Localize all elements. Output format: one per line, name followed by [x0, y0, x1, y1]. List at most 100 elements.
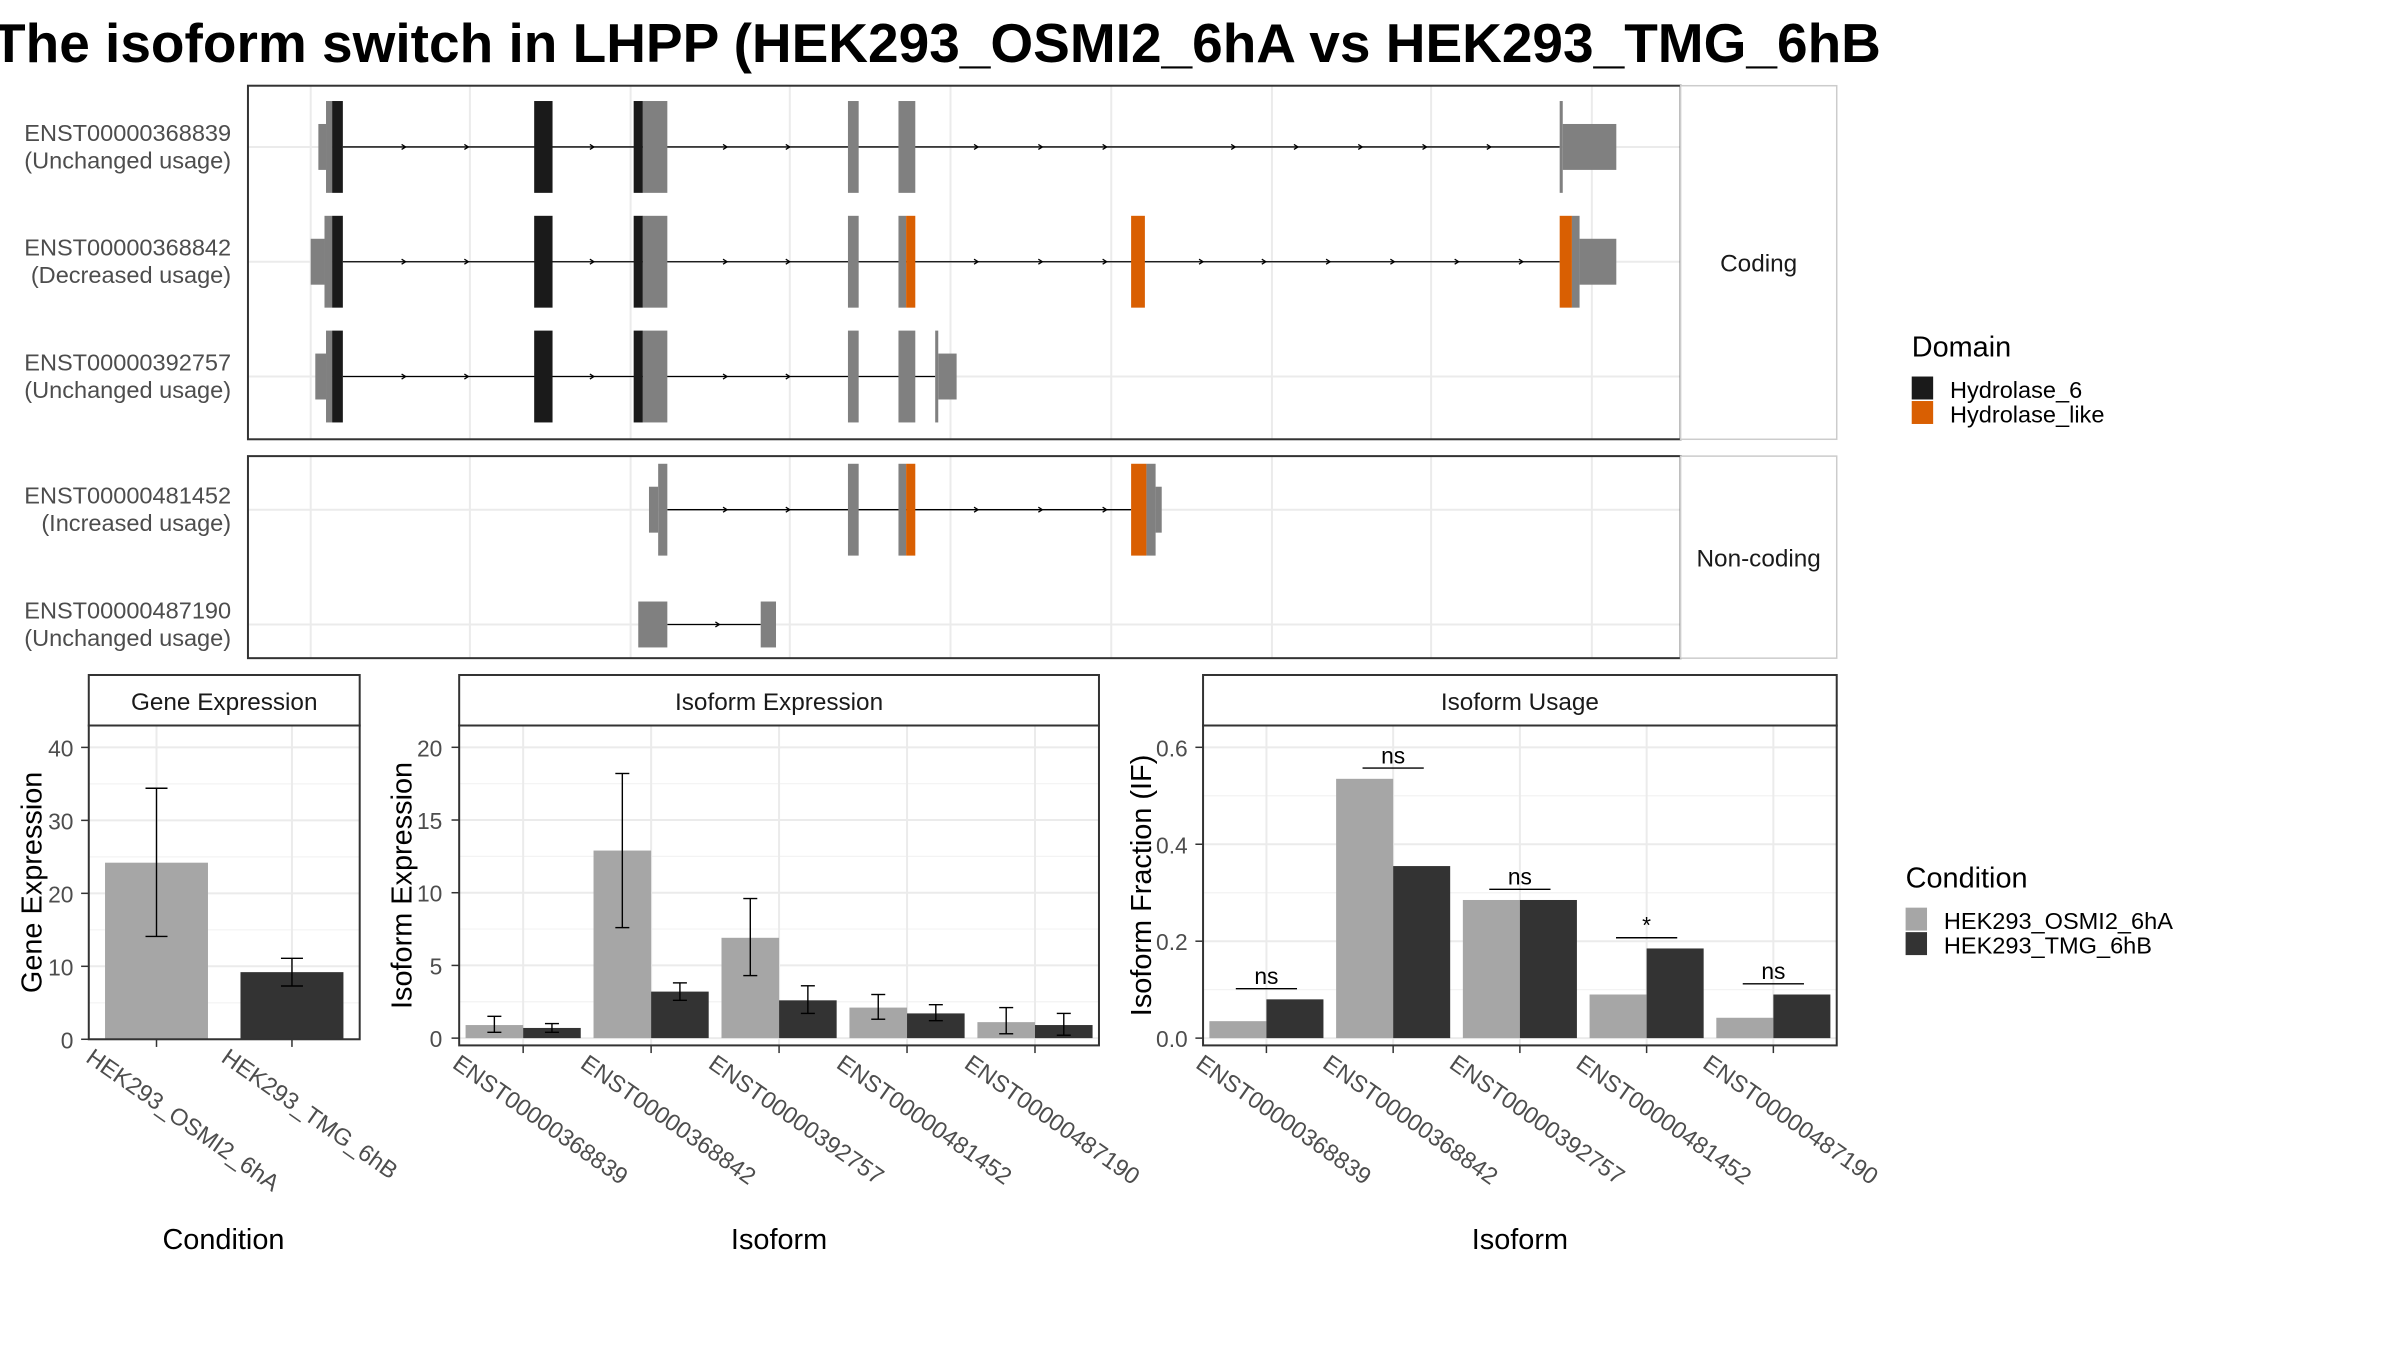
significance-label: ns [1254, 963, 1278, 989]
legend-swatch [1911, 401, 1934, 424]
domain-hydrolase-6 [534, 330, 553, 423]
exon [318, 123, 327, 170]
isoform-id-label: ENST00000368839 [24, 120, 231, 146]
significance-label: ns [1508, 864, 1532, 890]
structure-facet-coding: Coding ENST00000368839(Unchanged usage) EN… [24, 84, 1838, 441]
domain-hydrolase-6 [534, 101, 553, 193]
legend-label: Hydrolase_like [1950, 401, 2104, 427]
y-tick-label: 10 [48, 954, 73, 980]
isoform-id-label: ENST00000487190 [24, 597, 231, 623]
intron-arrow [1037, 258, 1044, 265]
y-tick-label: 0.6 [1156, 735, 1188, 761]
domain-hydrolase-like [1131, 215, 1145, 308]
bar [523, 1027, 581, 1039]
domain-hydrolase-like [1559, 215, 1572, 308]
structure-facet-non-coding: Non-coding ENST00000481452(Increased usag… [24, 455, 1838, 660]
intron-arrow [589, 373, 596, 380]
isoform-id-label: ENST00000481452 [24, 483, 231, 509]
x-axis-title: Condition [162, 1224, 284, 1256]
intron-arrow [1261, 258, 1268, 265]
intron-arrow [1325, 258, 1332, 265]
x-axis-title: Isoform [1472, 1224, 1568, 1256]
legend-swatch [1905, 907, 1928, 931]
intron-arrow [401, 373, 407, 380]
legend-label: HEK293_TMG_6hB [1944, 933, 2152, 959]
y-tick-label: 0.2 [1156, 929, 1188, 955]
exon [642, 215, 668, 308]
intron-arrow [1422, 143, 1428, 150]
intron-arrow [1230, 143, 1237, 150]
exon [326, 330, 333, 423]
y-tick-label: 40 [48, 735, 73, 761]
panel-strip [458, 673, 1100, 727]
exon [1571, 215, 1580, 308]
facet-background [247, 456, 1681, 659]
intron-arrow [1486, 143, 1493, 150]
panel-strip [87, 673, 361, 727]
isoform-usage-label: (Increased usage) [41, 510, 231, 536]
legend-title: Condition [1906, 863, 2028, 895]
intron-arrow [1102, 258, 1108, 265]
domain-hydrolase-6 [633, 101, 643, 193]
isoform-track: ENST00000392757(Unchanged usage) [24, 330, 957, 423]
facet-strip-label: Coding [1720, 251, 1797, 278]
y-tick-label: 5 [430, 953, 443, 979]
x-axis-title: Isoform [731, 1224, 827, 1256]
isoform-usage-label: (Unchanged usage) [24, 147, 231, 173]
isoform-id-label: ENST00000392757 [24, 349, 231, 375]
y-tick-label: 0.4 [1156, 832, 1188, 858]
bar [1773, 994, 1831, 1039]
intron-arrow [722, 143, 729, 150]
bar [1589, 994, 1647, 1039]
y-tick-label: 0 [61, 1027, 74, 1053]
exon [1579, 238, 1617, 285]
intron-arrow [1293, 143, 1300, 150]
y-axis-title: Isoform Fraction (IF) [1126, 755, 1158, 1017]
intron-arrow [464, 373, 470, 380]
bar [1336, 778, 1394, 1039]
facet-strip [1679, 84, 1838, 441]
intron-arrow [785, 143, 792, 150]
intron-arrow [722, 506, 729, 513]
bar [1519, 899, 1577, 1039]
intron-arrow [1102, 143, 1108, 150]
domain-hydrolase-like [906, 215, 916, 308]
intron-arrow [715, 621, 721, 628]
significance-label: * [1642, 912, 1651, 938]
isoform-track: ENST00000481452(Increased usage) [24, 463, 1162, 556]
legend-label: Hydrolase_6 [1950, 377, 2082, 403]
panel-title: Isoform Usage [1441, 689, 1599, 716]
exon [648, 486, 659, 533]
panel-title: Isoform Expression [675, 689, 883, 716]
isoform-usage-label: (Unchanged usage) [24, 625, 231, 651]
isoform-track: ENST00000368842(Decreased usage) [24, 215, 1617, 308]
domain-hydrolase-6 [332, 101, 343, 193]
chart-title: The isoform switch in LHPP (HEK293_OSMI2… [0, 12, 1881, 74]
y-tick-label: 15 [417, 808, 442, 834]
exon [642, 101, 668, 193]
exon [658, 463, 668, 556]
exon [847, 215, 859, 308]
intron-arrow [1037, 506, 1044, 513]
isoform-usage-label: (Decreased usage) [31, 262, 231, 288]
intron-arrow [785, 506, 792, 513]
y-tick-label: 0.0 [1156, 1026, 1188, 1052]
domain-hydrolase-6 [534, 215, 553, 308]
intron-arrow [464, 143, 470, 150]
bar [1716, 1017, 1774, 1039]
exon [638, 601, 668, 648]
exon [898, 463, 907, 556]
domain-hydrolase-6 [332, 215, 343, 308]
exon [315, 353, 327, 400]
intron-arrow [1390, 258, 1396, 265]
intron-arrow [785, 373, 792, 380]
intron-arrow [589, 258, 596, 265]
intron-arrow [1454, 258, 1460, 265]
exon [760, 601, 777, 648]
intron-arrow [1037, 143, 1044, 150]
